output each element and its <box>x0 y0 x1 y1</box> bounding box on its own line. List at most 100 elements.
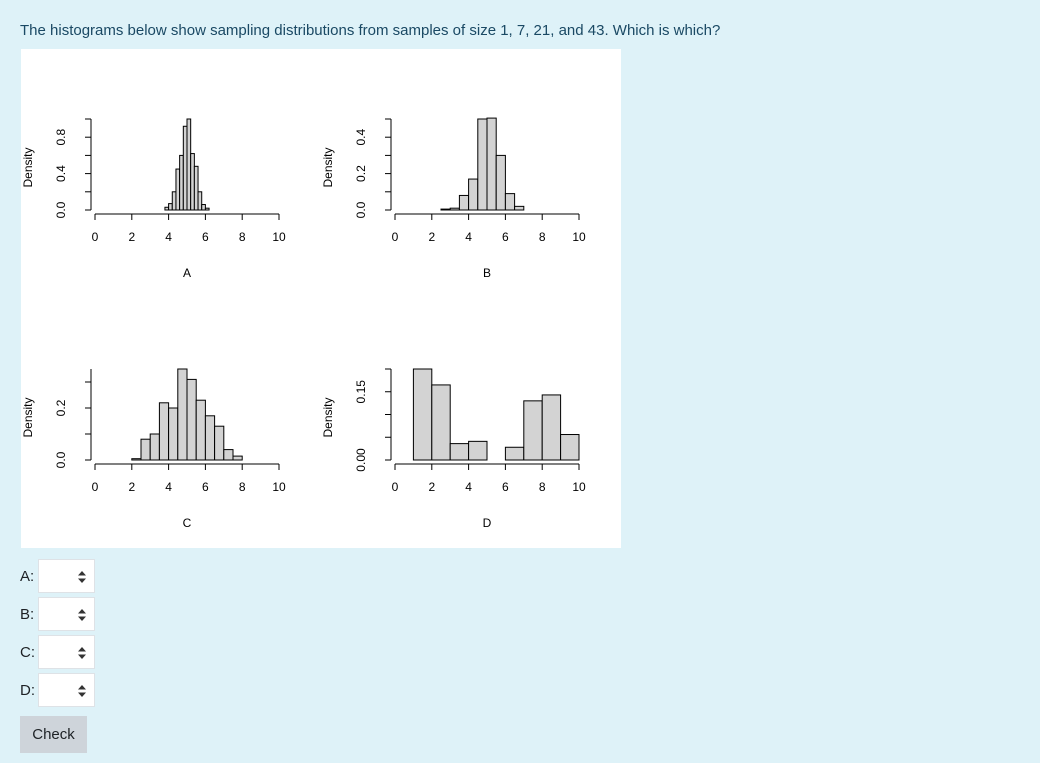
sort-arrows-icon <box>78 647 86 659</box>
panel-d-bar-6 <box>523 400 543 461</box>
panel-c-y-tick-label-0: 0.0 <box>54 451 68 468</box>
answer-label-c: C: <box>20 644 35 661</box>
panel-c-bar-2 <box>149 433 160 461</box>
panel-c-x-tick-label-0: 0 <box>92 480 99 494</box>
panel-b-x-tick-label-4: 8 <box>539 230 546 244</box>
panel-c-x-tick-label-4: 8 <box>239 480 246 494</box>
panel-b-x-tick-label-2: 4 <box>465 230 472 244</box>
panel-b-y-tick-label-2: 0.4 <box>354 129 368 146</box>
panel-d-bar-8 <box>560 434 580 461</box>
answer-select-c[interactable] <box>38 635 95 669</box>
panel-a-bar-0 <box>164 206 170 211</box>
panel-a-bar-10 <box>201 204 206 211</box>
sort-arrows-icon <box>78 609 86 621</box>
panel-c-x-tick-label-3: 6 <box>202 480 209 494</box>
answer-label-d: D: <box>20 682 35 699</box>
panel-c-bar-4 <box>168 407 179 461</box>
panel-a-x-tick-label-0: 0 <box>92 230 99 244</box>
panel-a-y-tick-label-0: 0.0 <box>54 201 68 218</box>
panel-a-bar-3 <box>175 168 181 211</box>
panel-d-bar-0 <box>412 368 433 461</box>
panel-b-y-tick-label-1: 0.2 <box>354 165 368 182</box>
panel-b-y-tick-label-0: 0.0 <box>354 201 368 218</box>
panel-a-bar-1 <box>168 203 173 211</box>
panel-c-x-tick-label-2: 4 <box>165 480 172 494</box>
panel-d-x-tick-label-4: 8 <box>539 480 546 494</box>
panel-a-bar-8 <box>193 165 199 211</box>
panel-c-title: C <box>183 516 192 530</box>
panel-b-x-tick-label-3: 6 <box>502 230 509 244</box>
panel-a-bar-6 <box>186 118 192 211</box>
panel-a-bar-11 <box>204 207 210 211</box>
panel-a-bar-7 <box>190 153 195 211</box>
panel-d-x-tick-label-0: 0 <box>392 480 399 494</box>
panel-b-bar-4 <box>477 118 488 211</box>
panel-c-bar-9 <box>214 425 225 461</box>
panel-b-bar-8 <box>514 205 525 211</box>
panel-c-bar-1 <box>140 438 151 461</box>
panel-d-title: D <box>483 516 492 530</box>
panel-c-x-tick-label-5: 10 <box>272 480 286 494</box>
answer-label-b: B: <box>20 606 35 623</box>
panel-b-x-tick-label-5: 10 <box>572 230 586 244</box>
panel-c-y-label: Density <box>21 397 35 437</box>
panel-d-x-tick-label-3: 6 <box>502 480 509 494</box>
answer-row-d: D: <box>20 673 100 707</box>
panel-b-y-label: Density <box>321 147 335 187</box>
question-text: The histograms below show sampling distr… <box>20 22 721 39</box>
panel-b-bar-5 <box>486 117 497 211</box>
panel-d-bar-3 <box>468 440 488 461</box>
panel-c-bar-0 <box>131 458 142 461</box>
panel-c-y-tick-label-1: 0.2 <box>54 399 68 416</box>
answer-label-a: A: <box>20 568 35 585</box>
panel-b-x-tick-label-0: 0 <box>392 230 399 244</box>
sort-arrows-icon <box>78 571 86 583</box>
answer-select-a[interactable] <box>38 559 95 593</box>
panel-b-bar-3 <box>468 178 479 211</box>
panel-d-y-tick-label-1: 0.15 <box>354 380 368 404</box>
panel-b-bar-7 <box>504 193 516 211</box>
histogram-svg: 0 2 4 6 8 10 0.0 0.4 0.8 Density A 0 2 4 6 8 10 0.0 0.2 0.4… <box>21 117 586 530</box>
panel-c-bar-11 <box>232 455 243 461</box>
panel-c-bar-3 <box>158 402 170 461</box>
panel-d-y-tick-label-0: 0.00 <box>354 448 368 472</box>
histogram-figure: 0 2 4 6 8 10 0.0 0.4 0.8 Density A 0 2 4 6 8 10 0.0 0.2 0.4… <box>21 49 621 548</box>
panel-b-bar-6 <box>495 154 506 211</box>
answer-row-b: B: <box>20 597 100 631</box>
panel-d-bar-1 <box>431 384 451 461</box>
panel-d-x-tick-label-2: 4 <box>465 480 472 494</box>
panel-d-x-tick-label-5: 10 <box>572 480 586 494</box>
panel-d-bar-5 <box>504 446 525 461</box>
panel-c-bar-5 <box>177 368 188 461</box>
panel-a-x-tick-label-2: 4 <box>165 230 172 244</box>
panel-a-x-tick-label-3: 6 <box>202 230 209 244</box>
panel-d-y-label: Density <box>321 397 335 437</box>
sort-arrows-icon <box>78 685 86 697</box>
panel-a-title: A <box>183 266 191 280</box>
panel-c-bar-7 <box>195 399 206 461</box>
answer-row-a: A: <box>20 559 100 593</box>
panel-a-x-tick-label-1: 2 <box>128 230 135 244</box>
panel-d-bar-2 <box>449 443 470 461</box>
panel-b-bar-1 <box>449 207 460 211</box>
panel-a-y-tick-label-1: 0.4 <box>54 165 68 182</box>
panel-d-x-tick-label-1: 2 <box>428 480 435 494</box>
panel-a-bar-4 <box>179 154 184 211</box>
panel-c-bar-6 <box>186 378 197 461</box>
panel-a-y-label: Density <box>21 147 35 187</box>
panel-d-bar-7 <box>541 394 562 461</box>
answer-select-b[interactable] <box>38 597 95 631</box>
check-button[interactable]: Check <box>20 716 87 753</box>
panel-a-x-tick-label-5: 10 <box>272 230 286 244</box>
panel-b-bar-2 <box>458 194 470 211</box>
answer-select-d[interactable] <box>38 673 95 707</box>
panel-a-bar-5 <box>182 125 188 211</box>
panel-a-bar-2 <box>171 191 177 211</box>
answer-row-c: C: <box>20 635 100 669</box>
panel-b-x-tick-label-1: 2 <box>428 230 435 244</box>
panel-c-x-tick-label-1: 2 <box>128 480 135 494</box>
panel-a-bar-9 <box>197 191 203 211</box>
panel-c-bar-8 <box>204 415 216 461</box>
panel-a-y-tick-label-2: 0.8 <box>54 129 68 146</box>
panel-a-x-tick-label-4: 8 <box>239 230 246 244</box>
